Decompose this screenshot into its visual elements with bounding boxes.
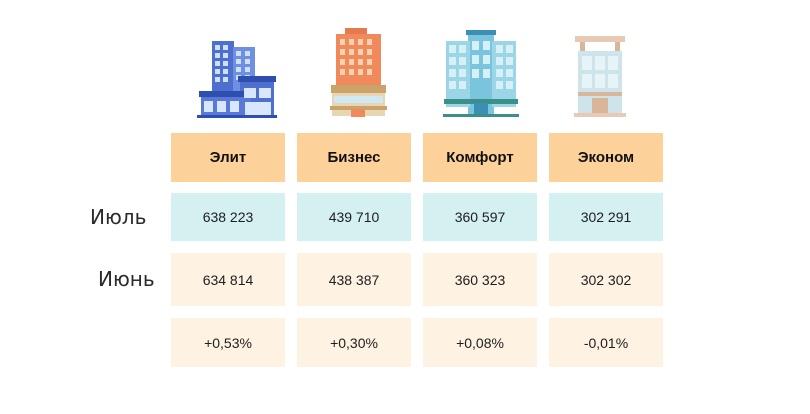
row-label-june: Июнь	[98, 267, 155, 291]
change-cell: +0,53%	[171, 318, 285, 367]
building-business-icon	[330, 28, 387, 117]
building-economy-icon	[574, 36, 626, 117]
building-elite-icon	[197, 41, 277, 118]
column-header-comfort: Комфорт	[423, 133, 537, 182]
column-header-economy: Эконом	[549, 133, 663, 182]
table-cell: 360 597	[423, 193, 537, 241]
row-label-july: Июль	[90, 205, 147, 229]
table-cell: 439 710	[297, 193, 411, 241]
table-cell: 438 387	[297, 253, 411, 306]
column-header-elite: Элит	[171, 133, 285, 182]
change-cell: +0,30%	[297, 318, 411, 367]
building-comfort-icon	[443, 30, 519, 117]
column-header-business: Бизнес	[297, 133, 411, 182]
table-cell: 634 814	[171, 253, 285, 306]
table-cell: 360 323	[423, 253, 537, 306]
table-cell: 638 223	[171, 193, 285, 241]
table-cell: 302 291	[549, 193, 663, 241]
table-cell: 302 302	[549, 253, 663, 306]
change-cell: +0,08%	[423, 318, 537, 367]
change-cell: -0,01%	[549, 318, 663, 367]
